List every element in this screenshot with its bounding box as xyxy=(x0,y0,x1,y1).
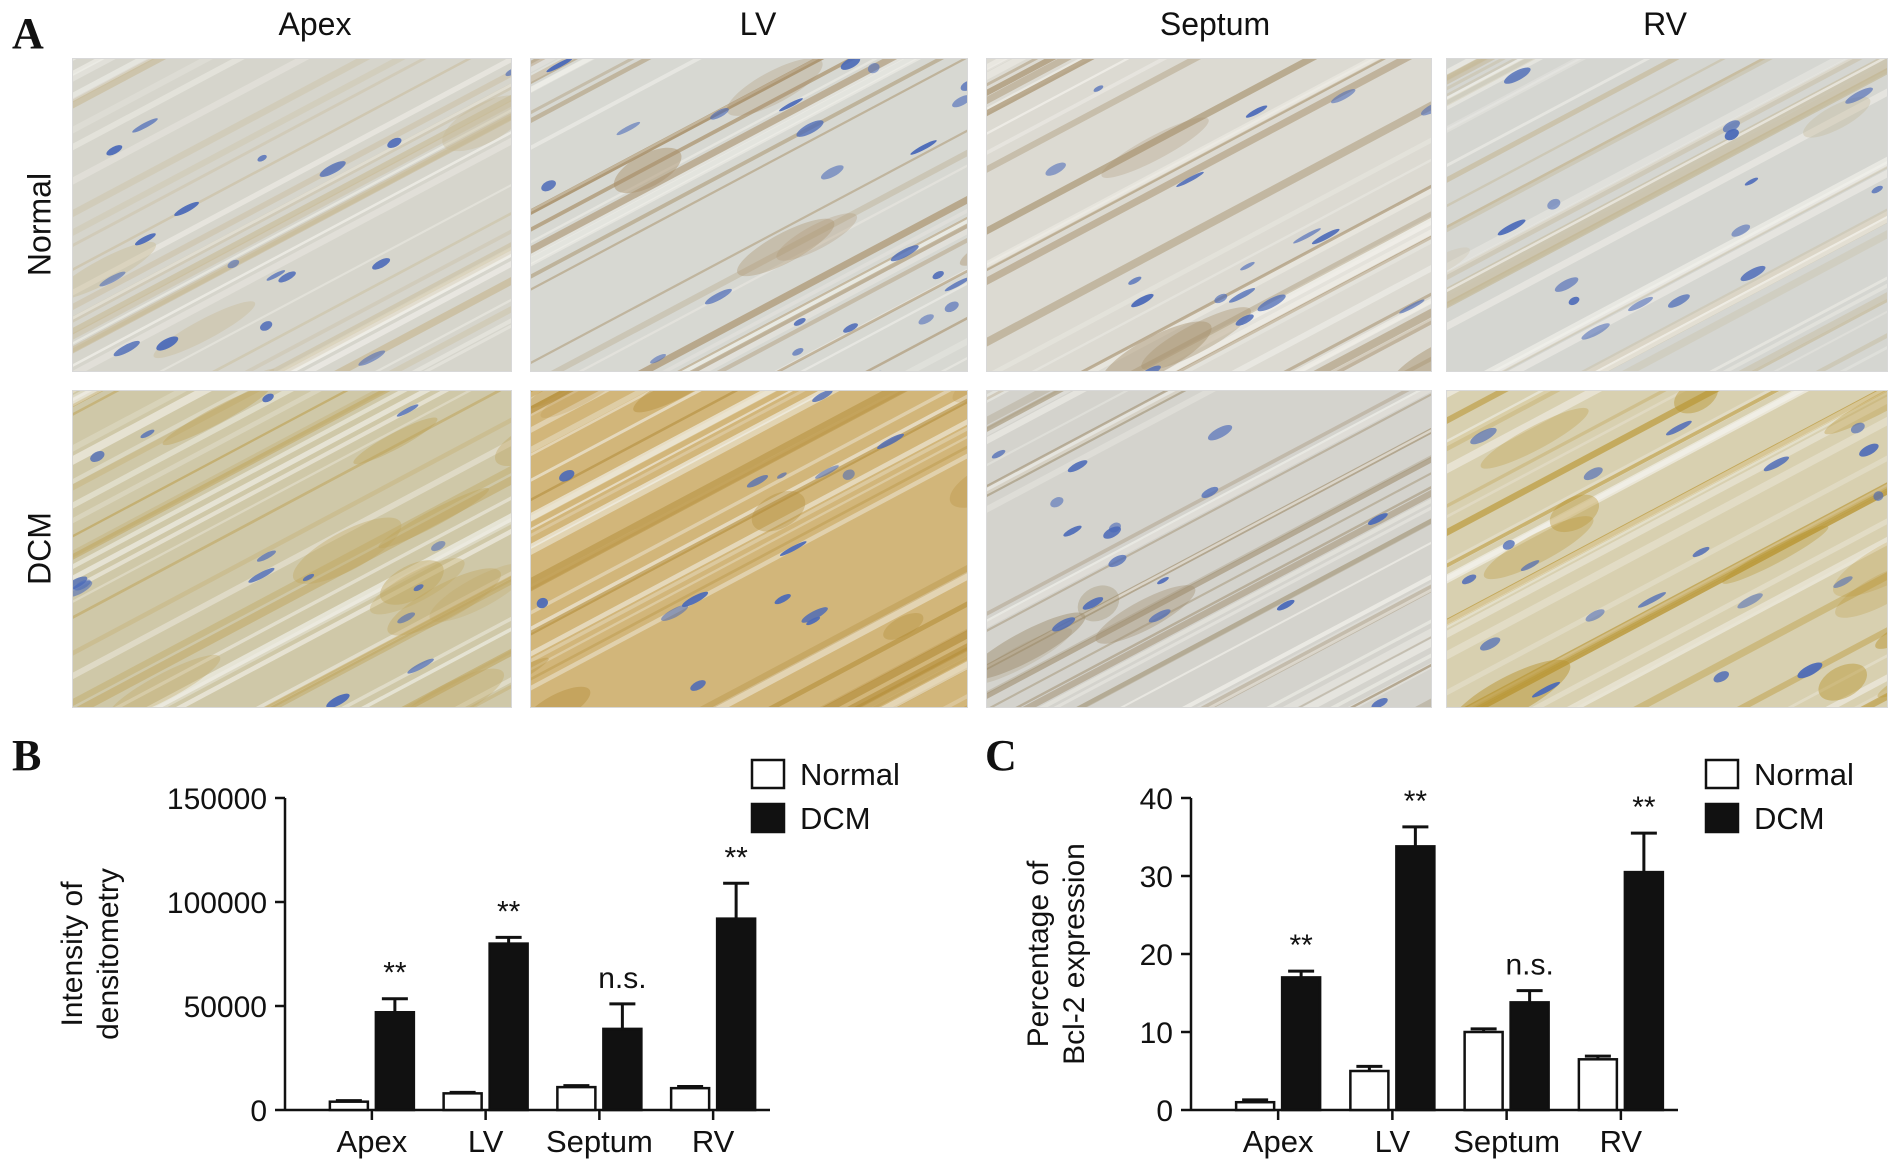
bar-dcm-lv xyxy=(488,942,529,1112)
significance-annotation: ** xyxy=(383,957,407,990)
row-label-dcm: DCM xyxy=(21,512,58,585)
bar-normal-lv xyxy=(1349,1069,1390,1112)
micrograph-normal-septum xyxy=(986,58,1432,372)
x-tick-label: Apex xyxy=(1243,1124,1314,1159)
y-tick-label: 30 xyxy=(1140,861,1173,894)
y-tick-label: 100000 xyxy=(167,887,267,920)
bar-normal-apex xyxy=(328,1100,370,1112)
significance-annotation: ** xyxy=(724,841,748,874)
legend-label-dcm: DCM xyxy=(800,801,871,836)
panel-a-letter: A xyxy=(12,9,44,58)
legend-swatch-dcm xyxy=(750,802,786,834)
bar-normal-apex xyxy=(1234,1100,1276,1112)
row-label-normal: Normal xyxy=(21,172,58,277)
micrograph-normal-rv xyxy=(1446,58,1888,372)
y-axis-label: densitometry xyxy=(92,868,125,1040)
x-tick-label: Septum xyxy=(1453,1124,1560,1159)
legend-swatch-normal xyxy=(750,758,786,790)
x-tick-label: RV xyxy=(692,1124,735,1159)
bar-dcm-rv xyxy=(1623,870,1665,1112)
y-tick-label: 20 xyxy=(1140,939,1173,972)
significance-annotation: n.s. xyxy=(598,962,646,995)
bar-normal-rv xyxy=(1577,1058,1619,1112)
micrograph-normal-apex xyxy=(72,58,512,372)
bar-normal-septum xyxy=(556,1085,597,1112)
significance-annotation: ** xyxy=(1632,791,1656,824)
legend-label-normal: Normal xyxy=(800,757,900,792)
significance-annotation: ** xyxy=(1289,929,1313,962)
significance-annotation: ** xyxy=(1404,785,1428,818)
x-tick-label: LV xyxy=(1375,1124,1411,1159)
y-axis-label: Intensity of xyxy=(56,881,89,1027)
y-axis-label: Percentage of xyxy=(1022,860,1055,1047)
legend-swatch-dcm xyxy=(1704,802,1740,834)
y-tick-label: 150000 xyxy=(167,783,267,816)
y-tick-label: 0 xyxy=(1156,1095,1173,1128)
panel-c-letter: C xyxy=(985,731,1017,780)
column-label-lv: LV xyxy=(739,6,777,42)
bar-dcm-septum xyxy=(1509,1001,1550,1112)
bar-dcm-septum xyxy=(602,1027,643,1112)
x-tick-label: Septum xyxy=(546,1124,653,1159)
column-label-septum: Septum xyxy=(1159,6,1271,42)
legend-label-dcm: DCM xyxy=(1754,801,1825,836)
x-tick-label: RV xyxy=(1600,1124,1643,1159)
panel-b-letter: B xyxy=(12,731,42,780)
significance-annotation: ** xyxy=(497,895,521,928)
micrograph-dcm-lv xyxy=(530,390,968,708)
legend-label-normal: Normal xyxy=(1754,757,1854,792)
significance-annotation: n.s. xyxy=(1505,949,1553,982)
bar-normal-septum xyxy=(1463,1030,1504,1112)
bar-dcm-rv xyxy=(715,917,757,1112)
bar-dcm-lv xyxy=(1395,845,1436,1112)
column-label-rv: RV xyxy=(1643,6,1687,42)
bar-dcm-apex xyxy=(374,1010,416,1112)
micrograph-normal-lv xyxy=(530,58,968,372)
bar-dcm-apex xyxy=(1280,976,1322,1112)
y-tick-label: 50000 xyxy=(184,991,267,1024)
chart-c-bcl2-percentage: 0 10 20 30 40 Percentage of Bcl-2 expression **… xyxy=(1022,757,1854,1159)
y-tick-label: 40 xyxy=(1140,783,1173,816)
bar-normal-rv xyxy=(669,1086,711,1112)
y-axis-label: Bcl-2 expression xyxy=(1058,843,1091,1065)
micrograph-dcm-apex xyxy=(72,390,512,708)
legend-swatch-normal xyxy=(1704,758,1740,790)
micrograph-dcm-rv xyxy=(1446,390,1888,708)
y-tick-label: 0 xyxy=(250,1095,267,1128)
x-tick-label: LV xyxy=(468,1124,504,1159)
micrograph-dcm-septum xyxy=(986,390,1432,708)
column-label-apex: Apex xyxy=(278,6,352,42)
bar-normal-lv xyxy=(442,1092,483,1112)
y-tick-label: 10 xyxy=(1140,1017,1173,1050)
x-tick-label: Apex xyxy=(337,1124,408,1159)
chart-b-densitometry: 0 50000 100000 150000 Intensity of densitomet… xyxy=(56,757,900,1159)
